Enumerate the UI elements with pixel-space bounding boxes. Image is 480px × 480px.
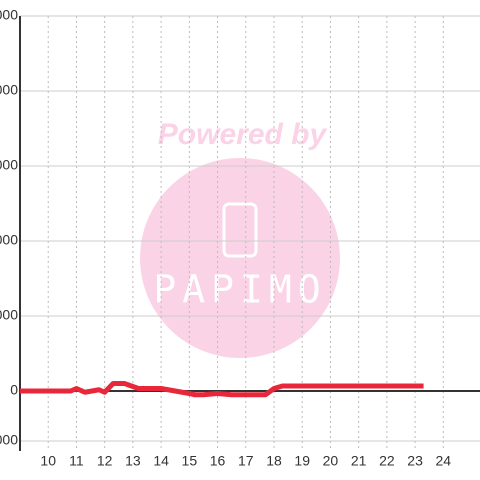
y-tick-label: 60,000 [0,232,18,248]
y-tick-label: 0 [10,382,18,398]
y-tick-label: -20,000 [0,432,18,448]
x-tick-label: 15 [182,453,198,469]
x-tick-label: 18 [266,453,282,469]
y-tick-label: 30,000 [0,307,18,323]
x-tick-label: 22 [379,453,395,469]
watermark-phone [222,202,258,258]
x-tick-label: 11 [69,453,84,469]
x-tick-label: 14 [153,453,169,469]
x-tick-label: 24 [436,453,452,469]
x-tick-label: 21 [351,453,367,469]
x-tick-label: 17 [238,453,254,469]
x-tick-label: 16 [210,453,226,469]
y-tick-label: 90,000 [0,157,18,173]
y-tick-label: 120,000 [0,82,18,98]
data-line [20,381,424,398]
y-tick-label: 150,000 [0,7,18,23]
x-tick-label: 23 [407,453,423,469]
watermark-title: Powered by [158,118,328,151]
x-tick-label: 19 [294,453,310,469]
watermark-circle [140,158,340,358]
x-tick-label: 12 [97,453,113,469]
watermark: Powered by PAPIMO [140,118,340,358]
watermark-brand: PAPIMO [153,268,326,312]
x-tick-label: 13 [125,453,141,469]
x-tick-label: 20 [323,453,339,469]
x-tick-label: 10 [40,453,56,469]
